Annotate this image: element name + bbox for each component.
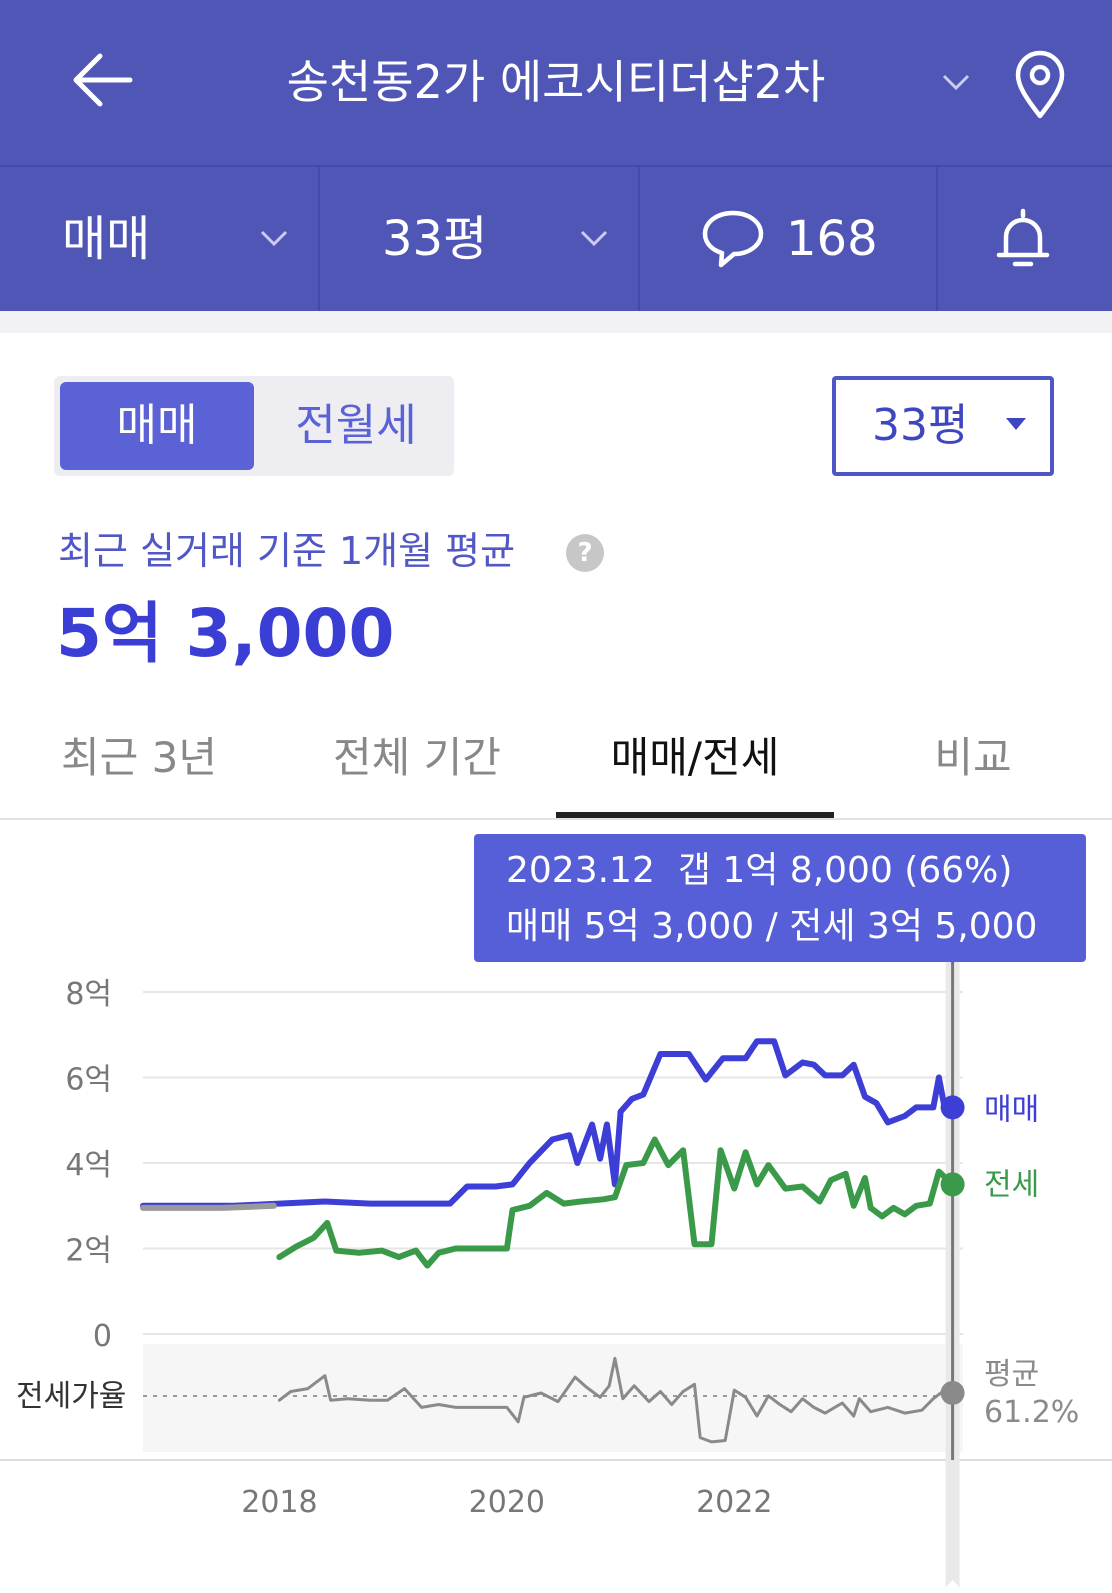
divider bbox=[318, 167, 320, 311]
map-button[interactable] bbox=[1012, 48, 1068, 120]
period-tabs: 최근 3년 전체 기간 매매/전세 비교 bbox=[0, 708, 1112, 820]
prior-price-line bbox=[140, 1202, 277, 1211]
segment-rent[interactable]: 전월세 bbox=[295, 400, 417, 451]
x-tick-label: 2020 bbox=[469, 1485, 545, 1520]
ratio-axis-label: 전세가율 bbox=[16, 1379, 126, 1414]
chevron-down-icon bbox=[942, 74, 970, 91]
tab-recent-3y[interactable]: 최근 3년 bbox=[61, 733, 217, 782]
segment-sale[interactable]: 매매 bbox=[60, 382, 254, 470]
y-tick-label: 8억 bbox=[65, 977, 112, 1012]
chevron-down-icon bbox=[580, 230, 608, 247]
ratio-average-value: 61.2% bbox=[984, 1395, 1079, 1430]
x-tick-label: 2018 bbox=[241, 1485, 317, 1520]
trade-type-dropdown[interactable]: 매매 bbox=[0, 167, 318, 311]
back-button[interactable] bbox=[66, 48, 138, 112]
tab-compare[interactable]: 비교 bbox=[934, 733, 1012, 782]
trade-segment-control: 매매 전월세 bbox=[54, 376, 454, 476]
sale-price-line bbox=[140, 1038, 956, 1209]
chevron-down-icon bbox=[260, 230, 288, 247]
caret-down-icon bbox=[1006, 418, 1026, 430]
chart-tooltip: 2023.12 갭 1억 8,000 (66%) 매매 5억 3,000 / 전… bbox=[474, 834, 1086, 962]
tab-sale-jeonse[interactable]: 매매/전세 bbox=[610, 733, 780, 782]
bell-icon bbox=[996, 208, 1050, 267]
comment-count: 168 bbox=[786, 211, 878, 267]
active-tab-indicator bbox=[556, 812, 834, 818]
tab-all-period[interactable]: 전체 기간 bbox=[333, 733, 501, 782]
average-price: 5억 3,000 bbox=[56, 595, 395, 672]
alarm-button[interactable] bbox=[938, 167, 1112, 311]
area-label: 33평 bbox=[382, 211, 488, 267]
legend-sale-label: 매매 bbox=[984, 1092, 1039, 1127]
average-label: 최근 실거래 기준 1개월 평균 bbox=[58, 529, 516, 573]
help-icon[interactable]: ? bbox=[566, 534, 604, 572]
section-divider bbox=[0, 311, 1112, 333]
y-tick-label: 6억 bbox=[65, 1063, 112, 1098]
filter-bar: 매매 33평 168 bbox=[0, 165, 1112, 311]
tooltip-gap: 2023.12 갭 1억 8,000 (66%) bbox=[506, 850, 1013, 891]
x-tick-label: 2022 bbox=[696, 1485, 772, 1520]
area-select-value: 33평 bbox=[872, 400, 969, 451]
divider bbox=[638, 167, 640, 311]
legend-jeonse-label: 전세 bbox=[984, 1167, 1039, 1202]
title-dropdown-button[interactable] bbox=[936, 64, 976, 100]
area-dropdown[interactable]: 33평 bbox=[320, 167, 638, 311]
tooltip-prices: 매매 5억 3,000 / 전세 3억 5,000 bbox=[506, 906, 1038, 947]
trade-type-label: 매매 bbox=[62, 211, 151, 267]
sale-end-point bbox=[940, 1095, 965, 1120]
comments-button[interactable]: 168 bbox=[640, 167, 936, 311]
y-tick-label: 0 bbox=[93, 1319, 112, 1354]
jeonse-end-point bbox=[940, 1172, 965, 1197]
divider bbox=[936, 167, 938, 311]
speech-bubble-icon bbox=[702, 210, 764, 268]
y-tick-label: 4억 bbox=[65, 1148, 112, 1183]
jeonse-ratio-line bbox=[277, 1356, 955, 1444]
y-tick-label: 2억 bbox=[65, 1234, 112, 1269]
ratio-average-label: 평균 bbox=[984, 1357, 1039, 1392]
area-select[interactable]: 33평 bbox=[832, 376, 1054, 476]
page-title: 송천동2가 에코시티더샵2차 bbox=[286, 55, 826, 109]
arrow-left-icon bbox=[73, 53, 133, 107]
app-header: 송천동2가 에코시티더샵2차 bbox=[0, 0, 1112, 165]
cursor-handle bbox=[940, 1580, 965, 1593]
jeonse-price-line bbox=[276, 1136, 956, 1269]
map-pin-icon bbox=[1015, 50, 1065, 119]
ratio-end-point bbox=[940, 1380, 965, 1405]
